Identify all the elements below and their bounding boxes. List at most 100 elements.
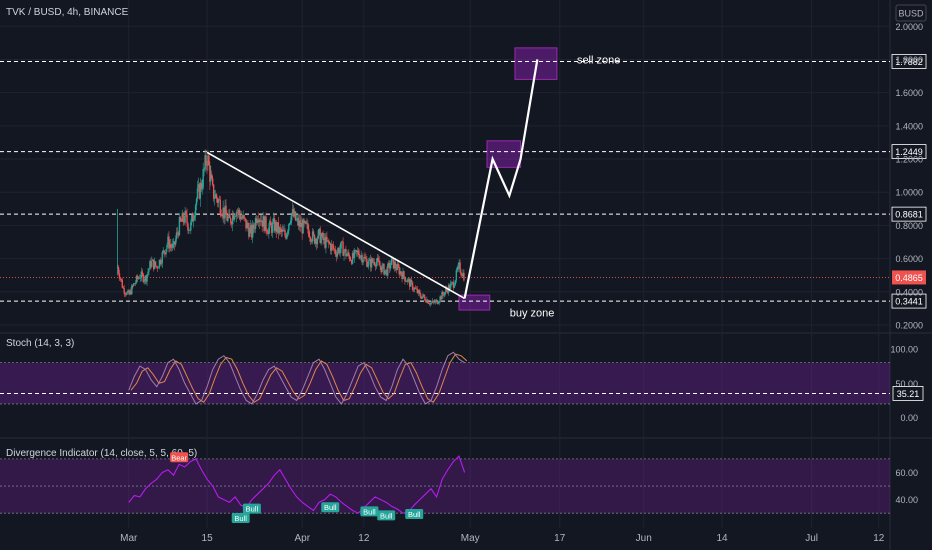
candle-body bbox=[313, 234, 316, 244]
bear-signal bbox=[170, 452, 189, 463]
candle-body bbox=[117, 267, 120, 274]
candle-body bbox=[142, 274, 144, 282]
candle-body bbox=[248, 227, 250, 237]
candle-body bbox=[303, 219, 305, 224]
candle-body bbox=[127, 290, 129, 292]
candle-body bbox=[361, 255, 363, 263]
y-tick-label: 0.8000 bbox=[895, 221, 923, 231]
candle-body bbox=[159, 259, 162, 265]
candle-body bbox=[386, 269, 388, 276]
candle-body bbox=[349, 260, 352, 261]
candle-body bbox=[385, 269, 387, 271]
candle-body bbox=[212, 184, 215, 199]
bull-signal bbox=[242, 503, 261, 514]
candle-body bbox=[435, 300, 438, 301]
candle-body bbox=[288, 224, 290, 231]
candle-body bbox=[434, 300, 437, 303]
stoch-panel: Stoch (14, 3, 3) 100.00 50.00 0.00 35.21 bbox=[0, 338, 924, 423]
bull-signal bbox=[405, 509, 424, 520]
candle-body bbox=[402, 271, 404, 280]
candle-body bbox=[118, 273, 121, 279]
level-tag bbox=[891, 144, 927, 160]
candle-body bbox=[215, 194, 218, 199]
candle-body bbox=[119, 278, 122, 280]
candle-body bbox=[126, 291, 128, 295]
candle-body bbox=[312, 231, 315, 235]
candle-body bbox=[325, 236, 327, 248]
candle-body bbox=[334, 249, 337, 255]
candle-body bbox=[238, 209, 241, 215]
candle-body bbox=[163, 250, 165, 253]
candle-body bbox=[345, 248, 347, 257]
candle-body bbox=[213, 198, 216, 199]
stoch-band bbox=[0, 362, 890, 404]
candle-body bbox=[173, 241, 176, 245]
candle-body bbox=[398, 266, 400, 275]
candle-body bbox=[125, 293, 127, 295]
candle-body bbox=[134, 282, 137, 284]
candle-body bbox=[302, 219, 304, 234]
candle-body bbox=[405, 281, 407, 282]
candle-body bbox=[141, 271, 143, 275]
candle-body bbox=[379, 265, 381, 267]
candles bbox=[116, 149, 465, 307]
candle-body bbox=[234, 216, 237, 218]
candle-body bbox=[399, 271, 401, 275]
candle-body bbox=[124, 293, 126, 295]
candle-body bbox=[263, 216, 265, 232]
candle-body bbox=[231, 223, 233, 225]
candle-body bbox=[233, 216, 236, 220]
candle-body bbox=[456, 269, 458, 271]
signal-label: Bull bbox=[380, 511, 393, 520]
candle-body bbox=[231, 213, 234, 225]
candle-body bbox=[193, 215, 196, 219]
zones: sell zone buy zone bbox=[458, 47, 620, 320]
candle-body bbox=[413, 287, 416, 290]
candle-body bbox=[369, 259, 371, 261]
candle-body bbox=[244, 217, 246, 220]
candle-body bbox=[151, 260, 153, 267]
candle-body bbox=[171, 246, 173, 248]
candle-body bbox=[420, 296, 422, 299]
y-tick-label: 2.0000 bbox=[895, 22, 923, 32]
candle-body bbox=[437, 302, 439, 304]
candle-body bbox=[387, 263, 389, 276]
candle-body bbox=[294, 211, 297, 221]
candle-body bbox=[323, 237, 325, 241]
candle-body bbox=[287, 230, 289, 234]
candle-body bbox=[224, 205, 226, 219]
candle-body bbox=[330, 244, 333, 251]
candle-body bbox=[211, 174, 213, 179]
candle-body bbox=[245, 219, 247, 229]
candle-body bbox=[450, 282, 453, 284]
level-label: 0.3441 bbox=[895, 297, 923, 307]
candle-body bbox=[367, 264, 369, 267]
candle-body bbox=[290, 220, 292, 223]
bull-signal bbox=[377, 510, 396, 521]
bull-signal bbox=[360, 506, 379, 517]
candle-body bbox=[342, 241, 344, 256]
candle-body bbox=[257, 219, 260, 223]
candle-body bbox=[430, 302, 433, 304]
candle-body bbox=[397, 263, 399, 267]
candle-body bbox=[319, 228, 321, 244]
candle-body bbox=[209, 164, 211, 182]
candle-body bbox=[412, 289, 415, 291]
candle-body bbox=[378, 260, 380, 266]
candle-body bbox=[132, 285, 134, 287]
candle-body bbox=[144, 276, 146, 281]
candle-body bbox=[366, 258, 368, 267]
candle-body bbox=[270, 221, 272, 225]
candle-body bbox=[335, 254, 338, 257]
candle-body bbox=[352, 253, 355, 258]
candle-body bbox=[190, 222, 192, 231]
candle-body bbox=[321, 233, 323, 237]
candle-body bbox=[455, 270, 458, 281]
candle-body bbox=[152, 259, 154, 261]
x-tick-label: Jun bbox=[636, 533, 652, 544]
candle-body bbox=[316, 238, 319, 245]
candle-body bbox=[217, 199, 220, 203]
candle-body bbox=[372, 262, 375, 263]
candle-body bbox=[178, 217, 181, 236]
candle-body bbox=[365, 257, 367, 259]
